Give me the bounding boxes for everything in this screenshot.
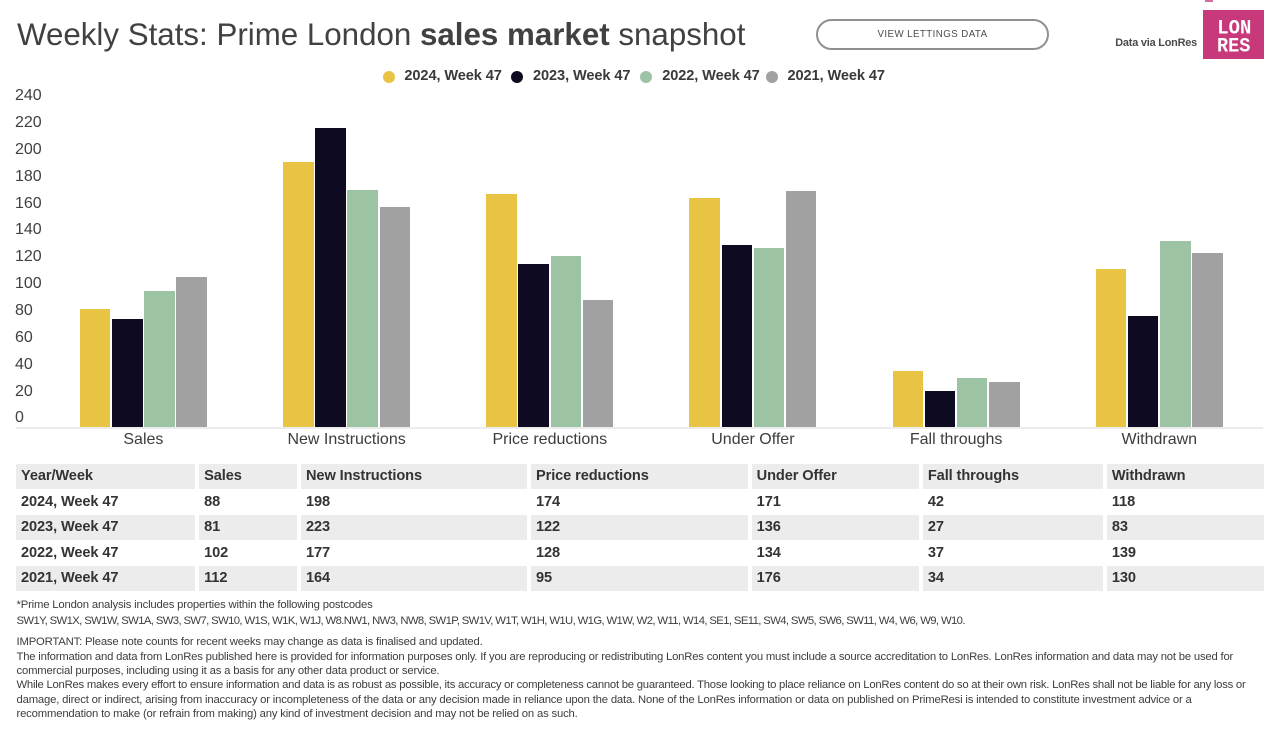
svg-text:RES: RES <box>1217 35 1250 58</box>
svg-text:LON: LON <box>1217 17 1251 40</box>
